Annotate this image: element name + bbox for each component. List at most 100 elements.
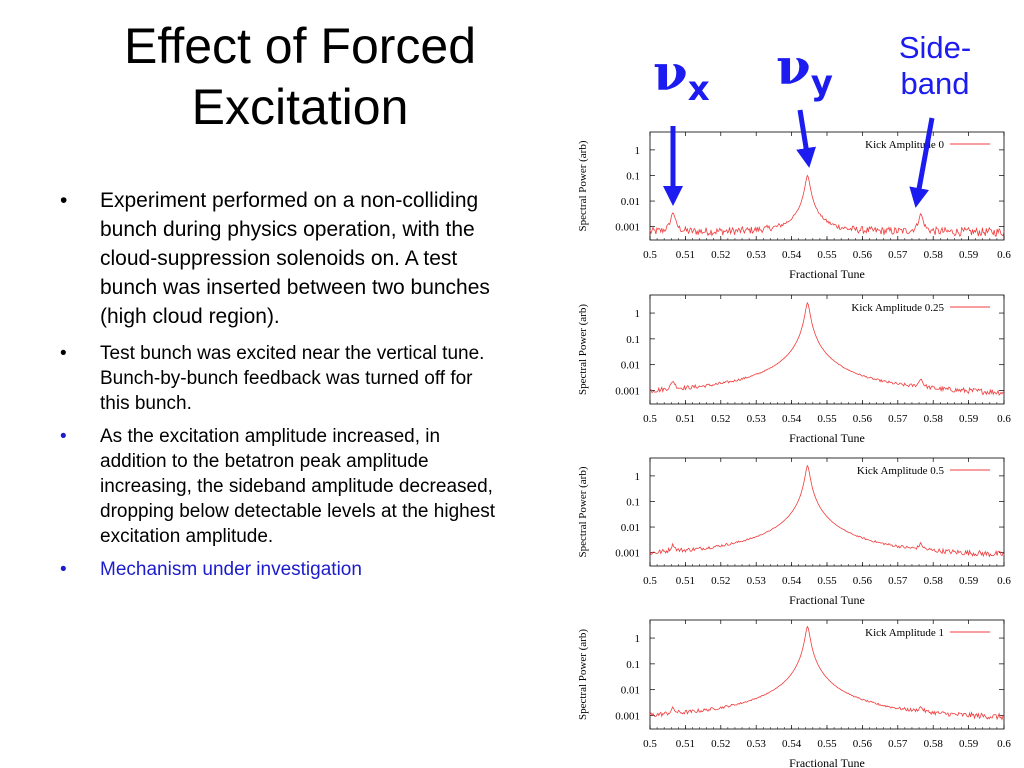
x-tick-label: 0.53 xyxy=(747,575,767,587)
nu-symbol: ν xyxy=(653,43,688,102)
x-tick-label: 0.5 xyxy=(643,249,657,261)
y-tick-label: 0.01 xyxy=(621,360,640,372)
x-tick-label: 0.54 xyxy=(782,249,802,261)
x-tick-label: 0.59 xyxy=(959,575,979,587)
x-tick-label: 0.56 xyxy=(853,249,873,261)
y-tick-label: 0.001 xyxy=(615,386,640,398)
y-tick-label: 0.001 xyxy=(615,711,640,723)
y-tick-label: 0.1 xyxy=(626,496,640,508)
y-tick-label: 0.01 xyxy=(621,522,640,534)
nu-y-label: νy xyxy=(776,42,833,108)
y-tick-label: 0.01 xyxy=(621,685,640,697)
bullet-item: • Mechanism under investigation xyxy=(60,557,500,582)
sideband-line-1: Side- xyxy=(898,30,972,65)
x-tick-label: 0.55 xyxy=(817,413,837,425)
y-tick-label: 0.001 xyxy=(615,222,640,234)
y-axis-label: Spectral Power (arb) xyxy=(577,140,589,231)
title-line-2: Excitation xyxy=(191,79,409,135)
x-tick-label: 0.53 xyxy=(747,738,767,750)
x-tick-label: 0.5 xyxy=(643,413,657,425)
x-axis-label: Fractional Tune xyxy=(789,593,865,607)
x-axis-label: Fractional Tune xyxy=(789,756,865,768)
bullet-item: • Test bunch was excited near the vertic… xyxy=(60,341,500,416)
bullet-text: Mechanism under investigation xyxy=(100,559,362,580)
bullet-icon: • xyxy=(60,343,67,364)
y-tick-label: 0.1 xyxy=(626,659,640,671)
plot-frame xyxy=(649,131,1005,241)
chart-panel: 0.5 0.51 0.52 0.53 0.54 0.55 0.56 0.57 0.58 0.59 0… xyxy=(577,294,1011,445)
x-tick-label: 0.52 xyxy=(711,249,730,261)
bullet-text: Test bunch was excited near the vertical… xyxy=(100,343,485,414)
x-tick-label: 0.56 xyxy=(853,738,873,750)
y-tick-label: 1 xyxy=(635,145,641,157)
x-tick-label: 0.54 xyxy=(782,575,802,587)
y-tick-label: 1 xyxy=(635,308,641,320)
x-tick-label: 0.59 xyxy=(959,738,979,750)
x-tick-label: 0.51 xyxy=(676,575,695,587)
title-line-1: Effect of Forced xyxy=(123,18,477,74)
x-tick-label: 0.56 xyxy=(853,413,873,425)
bullet-icon: • xyxy=(60,559,67,580)
y-tick-label: 1 xyxy=(635,471,641,483)
y-axis-label: Spectral Power (arb) xyxy=(577,466,589,557)
x-tick-label: 0.58 xyxy=(924,575,944,587)
x-tick-label: 0.6 xyxy=(997,249,1011,261)
x-tick-label: 0.55 xyxy=(817,249,837,261)
spectrum-trace xyxy=(649,174,1005,237)
chart-panel: 0.5 0.51 0.52 0.53 0.54 0.55 0.56 0.57 0.58 0.59 0… xyxy=(577,131,1011,281)
nu-symbol: ν xyxy=(776,37,811,96)
x-tick-label: 0.6 xyxy=(997,413,1011,425)
bullet-item: • As the excitation amplitude increased,… xyxy=(60,424,500,549)
nu-subscript: y xyxy=(810,63,833,103)
y-tick-label: 0.1 xyxy=(626,334,640,346)
x-tick-label: 0.59 xyxy=(959,249,979,261)
sideband-line-2: band xyxy=(900,66,970,101)
y-tick-label: 1 xyxy=(635,633,641,645)
x-tick-label: 0.56 xyxy=(853,575,873,587)
x-tick-label: 0.51 xyxy=(676,738,695,750)
y-axis-label: Spectral Power (arb) xyxy=(577,304,589,395)
x-tick-label: 0.57 xyxy=(888,413,908,425)
nu-x-label: νx xyxy=(653,48,710,114)
x-tick-label: 0.52 xyxy=(711,575,730,587)
bullet-icon: • xyxy=(60,189,68,212)
nu-y-arrow xyxy=(796,109,816,168)
x-tick-label: 0.57 xyxy=(888,575,908,587)
bullet-list: • Experiment performed on a non-collidin… xyxy=(60,186,500,582)
x-tick-label: 0.54 xyxy=(782,413,802,425)
x-tick-label: 0.53 xyxy=(747,249,767,261)
bullet-text: Experiment performed on a non-colliding … xyxy=(100,189,490,328)
bullet-text: As the excitation amplitude increased, i… xyxy=(100,426,496,547)
legend-label: Kick Amplitude 0.25 xyxy=(851,302,944,314)
x-tick-label: 0.55 xyxy=(817,575,837,587)
spectrum-trace xyxy=(649,301,1005,396)
x-tick-label: 0.5 xyxy=(643,738,657,750)
x-tick-label: 0.57 xyxy=(888,738,908,750)
sideband-label: Side- band xyxy=(880,30,990,102)
spectrum-trace xyxy=(649,464,1005,558)
chart-panel: 0.5 0.51 0.52 0.53 0.54 0.55 0.56 0.57 0.58 0.59 0… xyxy=(577,457,1011,607)
y-tick-label: 0.01 xyxy=(621,196,640,208)
spectrum-trace xyxy=(649,625,1005,721)
x-tick-label: 0.58 xyxy=(924,738,944,750)
legend-label: Kick Amplitude 0.5 xyxy=(857,465,945,477)
y-tick-label: 0.001 xyxy=(615,548,640,560)
x-tick-label: 0.53 xyxy=(747,413,767,425)
x-tick-label: 0.5 xyxy=(643,575,657,587)
x-tick-label: 0.55 xyxy=(817,738,837,750)
plot-frame xyxy=(649,457,1005,567)
x-axis-label: Fractional Tune xyxy=(789,267,865,281)
bullet-item: • Experiment performed on a non-collidin… xyxy=(60,186,500,331)
x-tick-label: 0.52 xyxy=(711,738,730,750)
x-tick-label: 0.51 xyxy=(676,413,695,425)
y-tick-label: 0.1 xyxy=(626,170,640,182)
x-tick-label: 0.6 xyxy=(997,575,1011,587)
x-tick-label: 0.6 xyxy=(997,738,1011,750)
nu-subscript: x xyxy=(687,69,710,109)
sideband-arrow xyxy=(909,117,935,208)
x-tick-label: 0.51 xyxy=(676,249,695,261)
x-axis-label: Fractional Tune xyxy=(789,431,865,445)
plot-frame xyxy=(649,619,1005,730)
y-axis-label: Spectral Power (arb) xyxy=(577,629,589,720)
